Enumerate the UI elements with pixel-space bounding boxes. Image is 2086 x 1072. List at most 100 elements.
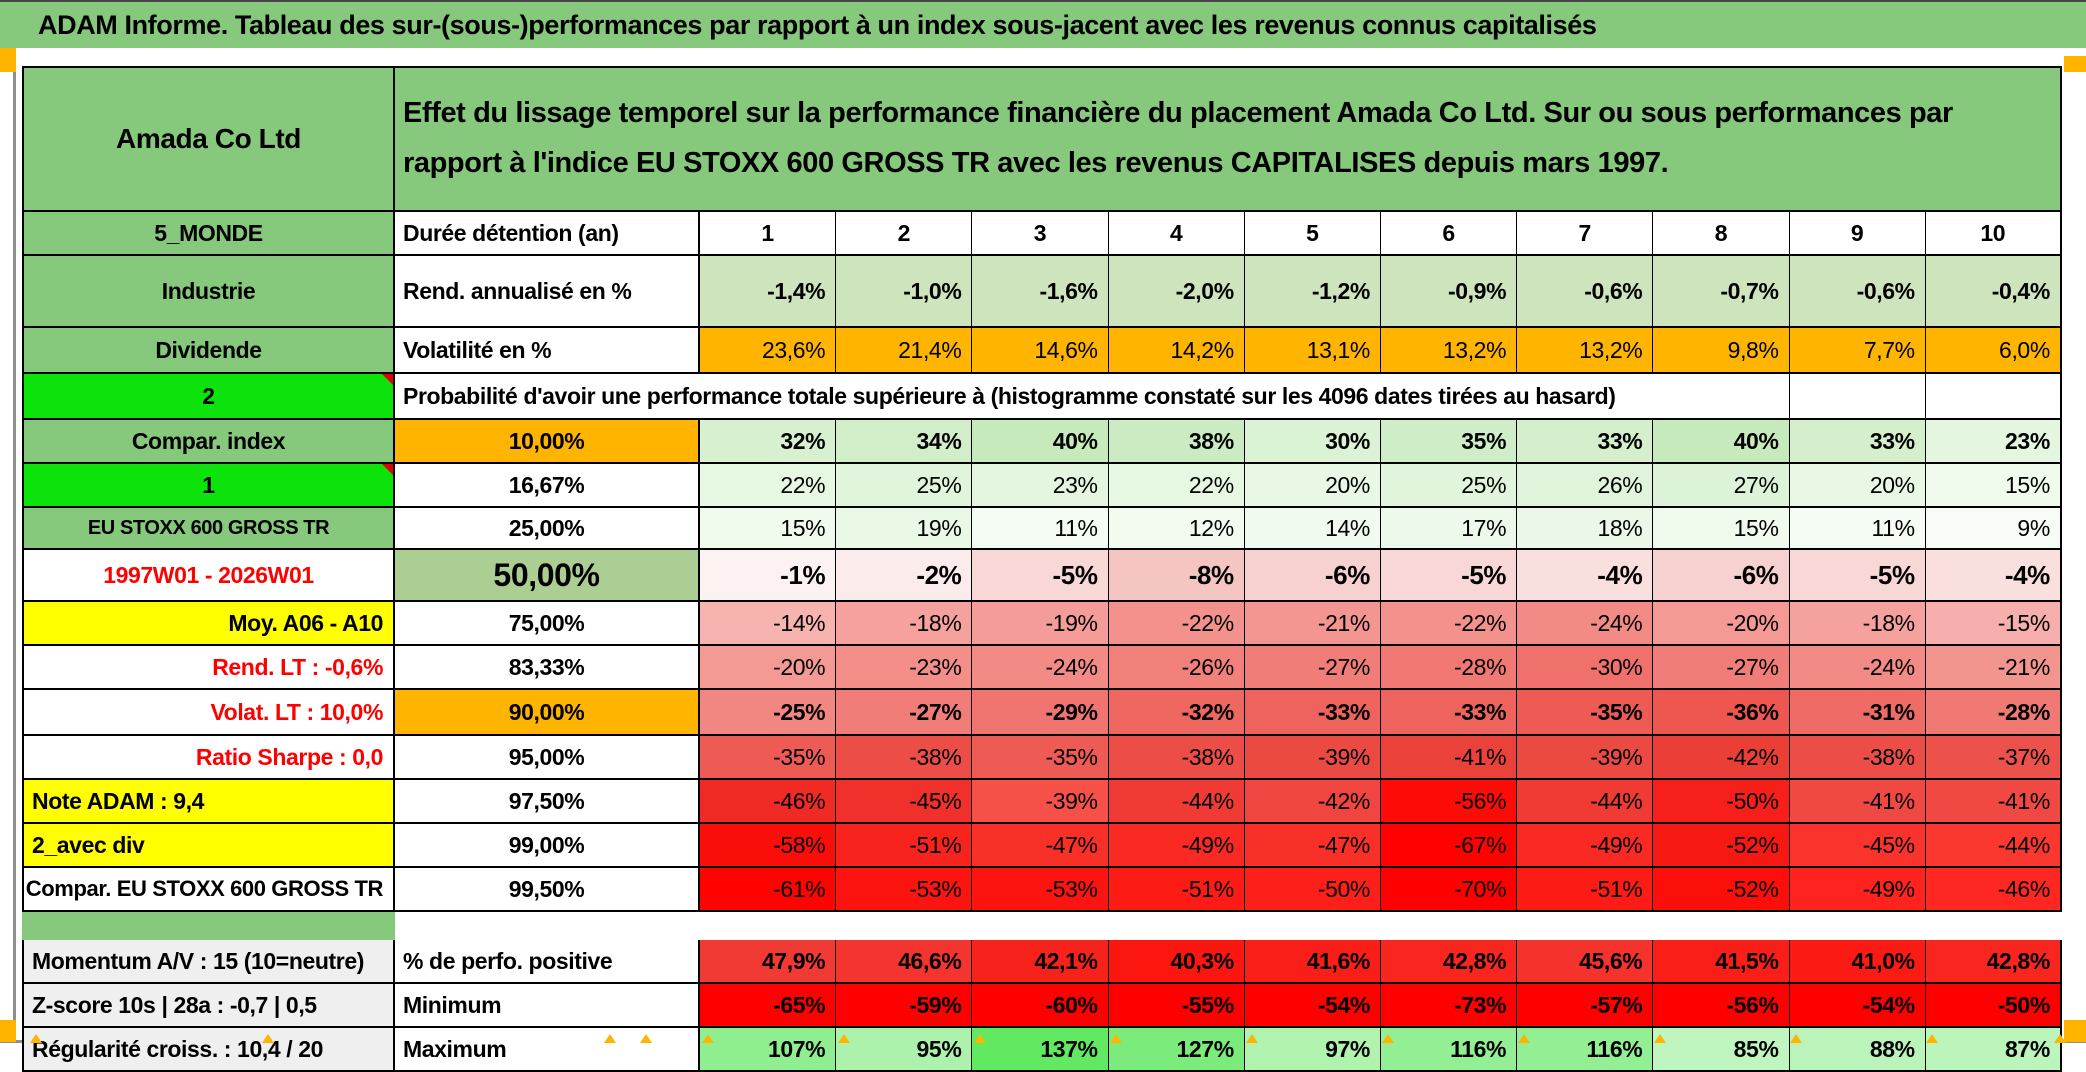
data-cell[interactable]: -45% [836,780,973,822]
data-cell[interactable]: -33% [1380,690,1518,734]
data-cell[interactable]: -70% [1380,868,1518,910]
data-cell[interactable]: -31% [1789,690,1926,734]
data-cell[interactable]: -60% [972,984,1109,1026]
data-cell[interactable]: 13,1% [1244,328,1381,372]
data-cell[interactable]: -50% [1925,984,2062,1026]
data-cell[interactable]: -42% [1244,780,1381,822]
data-cell[interactable]: 30% [1244,420,1381,462]
data-cell[interactable]: -0,4% [1925,256,2062,326]
data-cell[interactable]: -36% [1653,690,1790,734]
data-cell[interactable]: 5 [1244,212,1381,254]
row-header-95-00[interactable]: 95,00% [395,736,700,778]
data-cell[interactable]: 42,8% [1380,940,1518,982]
row-label-z-score-10s-28a-0-7-0-5[interactable]: Z-score 10s | 28a : -0,7 | 0,5 [22,984,395,1026]
data-cell[interactable]: -6% [1653,550,1790,600]
data-cell[interactable]: 9,8% [1653,328,1790,372]
data-cell[interactable]: 15% [1653,508,1790,548]
data-cell[interactable]: 2 [836,212,973,254]
data-cell[interactable]: -44% [1517,780,1654,822]
data-cell[interactable]: -56% [1653,984,1790,1026]
data-cell[interactable]: -24% [972,646,1109,688]
data-cell[interactable]: 1 [700,212,837,254]
data-cell[interactable]: -39% [1244,736,1381,778]
data-cell[interactable]: -67% [1380,824,1518,866]
data-cell[interactable]: -41% [1925,780,2062,822]
row-header-volatilit-en[interactable]: Volatilité en % [395,328,700,372]
data-cell[interactable]: 22% [700,464,837,506]
data-cell[interactable]: -54% [1789,984,1926,1026]
data-cell[interactable]: -35% [972,736,1109,778]
data-cell[interactable]: -50% [1244,868,1381,910]
data-cell[interactable]: -55% [1108,984,1245,1026]
row-header-90-00[interactable]: 90,00% [395,690,700,734]
empty-cell[interactable] [1925,374,2062,418]
data-cell[interactable]: -5% [972,550,1109,600]
data-cell[interactable]: 21,4% [836,328,973,372]
data-cell[interactable]: -44% [1925,824,2062,866]
data-cell[interactable]: 12% [1108,508,1245,548]
row-label-industrie[interactable]: Industrie [22,256,395,326]
data-cell[interactable]: 116% [1517,1028,1654,1070]
row-header-de-perfo-positive[interactable]: % de perfo. positive [395,940,700,982]
data-cell[interactable]: -51% [1517,868,1654,910]
row-label-eu-stoxx-600-gross-tr[interactable]: EU STOXX 600 GROSS TR [22,508,395,548]
row-label-volat-lt-10-0[interactable]: Volat. LT : 10,0% [22,690,395,734]
row-label-2-avec-div[interactable]: 2_avec div [22,824,395,866]
data-cell[interactable]: -38% [1789,736,1926,778]
data-cell[interactable]: 40% [1653,420,1790,462]
data-cell[interactable]: -37% [1925,736,2062,778]
data-cell[interactable]: -1,6% [972,256,1109,326]
data-cell[interactable]: 42,8% [1925,940,2062,982]
data-cell[interactable]: -30% [1517,646,1654,688]
data-cell[interactable]: 40,3% [1108,940,1245,982]
data-cell[interactable]: -29% [972,690,1109,734]
data-cell[interactable]: 20% [1244,464,1381,506]
data-cell[interactable]: 47,9% [700,940,837,982]
data-cell[interactable]: 17% [1380,508,1518,548]
data-cell[interactable]: -2% [836,550,973,600]
data-cell[interactable]: -26% [1108,646,1245,688]
data-cell[interactable]: -0,6% [1789,256,1926,326]
data-cell[interactable]: 13,2% [1380,328,1518,372]
data-cell[interactable]: 23% [972,464,1109,506]
data-cell[interactable]: -25% [700,690,837,734]
row-header-97-50[interactable]: 97,50% [395,780,700,822]
row-label-rend-lt-0-6[interactable]: Rend. LT : -0,6% [22,646,395,688]
row-label-ratio-sharpe-0-0[interactable]: Ratio Sharpe : 0,0 [22,736,395,778]
data-cell[interactable]: 9 [1789,212,1926,254]
data-cell[interactable]: -5% [1789,550,1926,600]
data-cell[interactable]: -1,0% [836,256,973,326]
data-cell[interactable]: 41,5% [1653,940,1790,982]
data-cell[interactable]: -0,9% [1380,256,1518,326]
data-cell[interactable]: -4% [1925,550,2062,600]
data-cell[interactable]: -57% [1517,984,1654,1026]
data-cell[interactable]: 8 [1653,212,1790,254]
data-cell[interactable]: -59% [836,984,973,1026]
data-cell[interactable]: -1% [700,550,837,600]
data-cell[interactable]: 88% [1789,1028,1926,1070]
data-cell[interactable]: 95% [836,1028,973,1070]
row-header-50-00[interactable]: 50,00% [395,550,700,600]
row-header-75-00[interactable]: 75,00% [395,602,700,644]
data-cell[interactable]: -53% [836,868,973,910]
data-cell[interactable]: -15% [1925,602,2062,644]
data-cell[interactable]: -5% [1380,550,1518,600]
data-cell[interactable]: 18% [1517,508,1654,548]
row-label-compar-index[interactable]: Compar. index [22,420,395,462]
data-cell[interactable]: 45,6% [1517,940,1654,982]
data-cell[interactable]: -27% [1653,646,1790,688]
data-cell[interactable]: 41,6% [1244,940,1381,982]
data-cell[interactable]: -52% [1653,868,1790,910]
data-cell[interactable]: -23% [836,646,973,688]
data-cell[interactable]: 11% [972,508,1109,548]
data-cell[interactable]: 40% [972,420,1109,462]
data-cell[interactable]: 15% [700,508,837,548]
data-cell[interactable]: 85% [1653,1028,1790,1070]
data-cell[interactable]: -49% [1789,868,1926,910]
data-cell[interactable]: -58% [700,824,837,866]
data-cell[interactable]: -38% [836,736,973,778]
data-cell[interactable]: -38% [1108,736,1245,778]
data-cell[interactable]: -27% [1244,646,1381,688]
data-cell[interactable]: 15% [1925,464,2062,506]
data-cell[interactable]: -19% [972,602,1109,644]
